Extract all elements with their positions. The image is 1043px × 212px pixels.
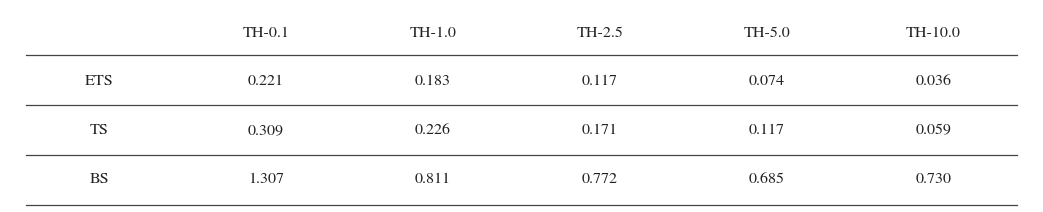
- Text: 0.183: 0.183: [415, 75, 451, 88]
- Text: 0.811: 0.811: [415, 172, 451, 186]
- Text: TH-5.0: TH-5.0: [744, 26, 790, 40]
- Text: 0.772: 0.772: [582, 172, 617, 186]
- Text: 0.221: 0.221: [248, 75, 284, 88]
- Text: 1.307: 1.307: [248, 172, 284, 186]
- Text: 0.074: 0.074: [749, 75, 784, 88]
- Text: 0.730: 0.730: [916, 172, 951, 186]
- Text: TH-0.1: TH-0.1: [243, 26, 289, 40]
- Text: 0.685: 0.685: [749, 172, 784, 186]
- Text: 0.059: 0.059: [916, 124, 951, 137]
- Text: TH-1.0: TH-1.0: [410, 26, 456, 40]
- Text: 0.117: 0.117: [582, 75, 617, 88]
- Text: TS: TS: [90, 124, 108, 137]
- Text: 0.309: 0.309: [248, 124, 284, 137]
- Text: ETS: ETS: [84, 75, 114, 88]
- Text: TH-2.5: TH-2.5: [577, 26, 623, 40]
- Text: 0.226: 0.226: [415, 124, 451, 137]
- Text: 0.117: 0.117: [749, 124, 784, 137]
- Text: TH-10.0: TH-10.0: [906, 26, 961, 40]
- Text: 0.036: 0.036: [916, 75, 951, 88]
- Text: BS: BS: [90, 172, 108, 186]
- Text: 0.171: 0.171: [582, 124, 617, 137]
